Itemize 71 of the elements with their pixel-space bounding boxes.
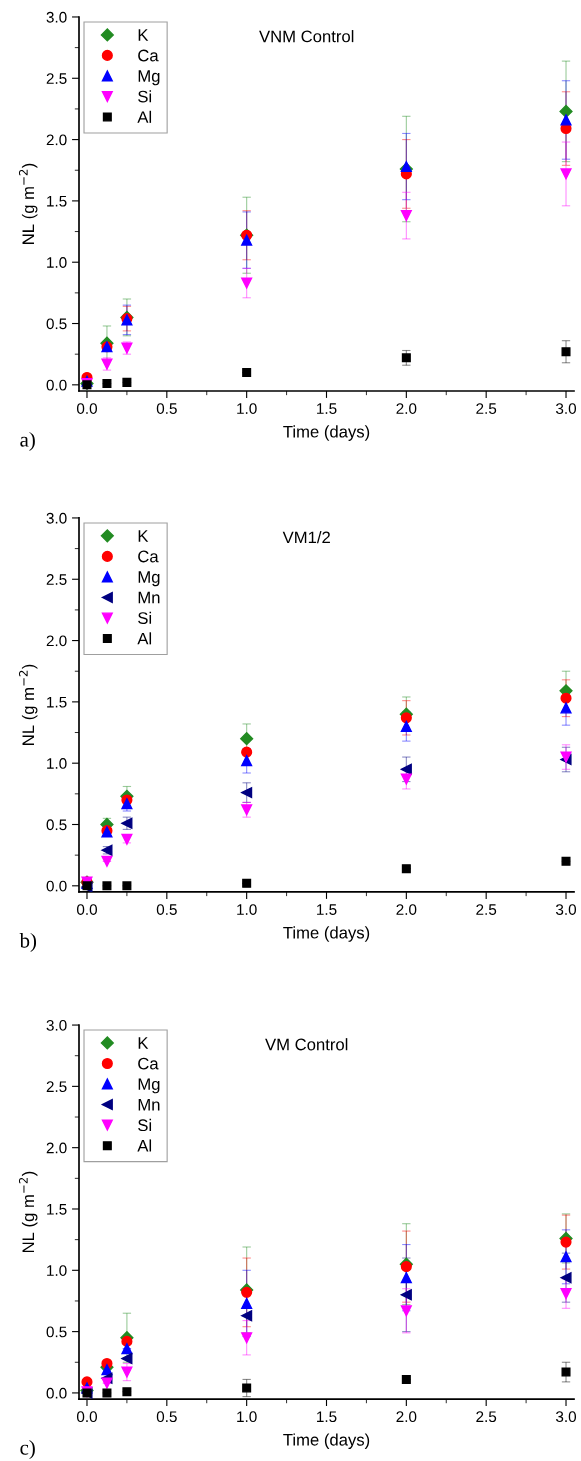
- x-tick-label: 1.0: [237, 403, 257, 414]
- x-tick-label: 1.5: [317, 403, 337, 414]
- x-tick-label: 0.5: [156, 1411, 177, 1423]
- text: b): [19, 932, 37, 952]
- legend-label: Si: [138, 90, 152, 103]
- x-tick-label: 3.0: [555, 1411, 577, 1423]
- text: a): [20, 432, 35, 451]
- x-tick-label: 3.0: [555, 403, 577, 414]
- legend-label: Mn: [138, 591, 160, 604]
- y-tick-label: 2.5: [46, 1081, 67, 1093]
- legend-label: Si: [138, 1118, 152, 1132]
- legend-label: Ca: [138, 49, 159, 62]
- x-tick-label: 2.0: [396, 1411, 417, 1423]
- x-tick-label: 0.0: [76, 1411, 98, 1423]
- y-tick-label: 0.0: [46, 379, 67, 391]
- y-tick-label: 3.0: [46, 512, 67, 524]
- y-tick-label: 3.0: [46, 11, 67, 23]
- x-tick-label: 1.5: [317, 904, 337, 915]
- y-tick-label: 0.0: [46, 1387, 67, 1399]
- y-tick-label: 0.5: [46, 1326, 67, 1338]
- x-tick-label: 1.0: [237, 904, 257, 915]
- x-axis-title: Time (days): [283, 425, 370, 441]
- legend-label: Mn: [138, 1098, 160, 1111]
- legend-label: Mg: [138, 1078, 160, 1094]
- y-tick-label: 2.5: [46, 73, 67, 84]
- text: VNM Control: [259, 30, 354, 43]
- y-tick-label: 1.0: [47, 257, 67, 268]
- y-tick-label: 0.0: [46, 880, 67, 892]
- x-tick-label: 2.5: [476, 403, 497, 414]
- x-tick-label: 2.5: [476, 1411, 497, 1423]
- x-tick-label: 0.0: [76, 403, 98, 414]
- legend-label: Ca: [138, 1057, 159, 1070]
- y-axis-title: NL (g m$^{−2}$): [18, 1171, 38, 1253]
- legend-label: Al: [137, 1139, 152, 1152]
- x-axis-title: Time (days): [283, 926, 370, 942]
- legend-label: Si: [138, 611, 152, 624]
- legend-label: Al: [137, 632, 152, 645]
- y-tick-label: 2.5: [46, 574, 67, 585]
- legend-label: K: [138, 530, 149, 542]
- legend-label: K: [138, 29, 149, 41]
- x-tick-label: 2.0: [396, 904, 417, 915]
- x-tick-label: 3.0: [555, 904, 577, 915]
- y-axis-title: NL (g m$^{−2}$): [18, 664, 38, 745]
- x-tick-label: 0.5: [156, 403, 177, 414]
- y-tick-label: 1.5: [47, 195, 67, 207]
- legend-label: Mg: [138, 70, 160, 86]
- y-tick-label: 1.5: [47, 1204, 67, 1215]
- text: VM Control: [265, 1038, 348, 1051]
- x-tick-label: 0.0: [76, 904, 98, 915]
- y-tick-label: 2.0: [46, 635, 67, 647]
- legend-label: Mg: [138, 571, 160, 587]
- x-tick-label: 0.5: [156, 904, 177, 915]
- legend-label: Al: [137, 110, 152, 123]
- x-tick-label: 2.0: [396, 403, 417, 414]
- x-axis-title: Time (days): [283, 1433, 370, 1449]
- text: c): [20, 1440, 35, 1459]
- y-tick-label: 0.5: [46, 318, 67, 330]
- legend-label: K: [138, 1037, 149, 1049]
- x-tick-label: 2.5: [476, 904, 497, 915]
- y-axis-title: NL (g m$^{−2}$): [18, 163, 38, 244]
- x-tick-label: 1.5: [317, 1411, 337, 1423]
- text: VM1/2: [282, 531, 330, 544]
- y-tick-label: 1.0: [47, 1265, 67, 1276]
- y-tick-label: 2.0: [46, 134, 67, 146]
- y-tick-label: 1.5: [47, 696, 67, 708]
- legend-label: Ca: [138, 550, 159, 563]
- y-tick-label: 3.0: [46, 1019, 67, 1031]
- y-tick-label: 1.0: [47, 758, 67, 769]
- y-tick-label: 0.5: [46, 819, 67, 831]
- x-tick-label: 1.0: [237, 1411, 257, 1423]
- y-tick-label: 2.0: [46, 1142, 67, 1154]
